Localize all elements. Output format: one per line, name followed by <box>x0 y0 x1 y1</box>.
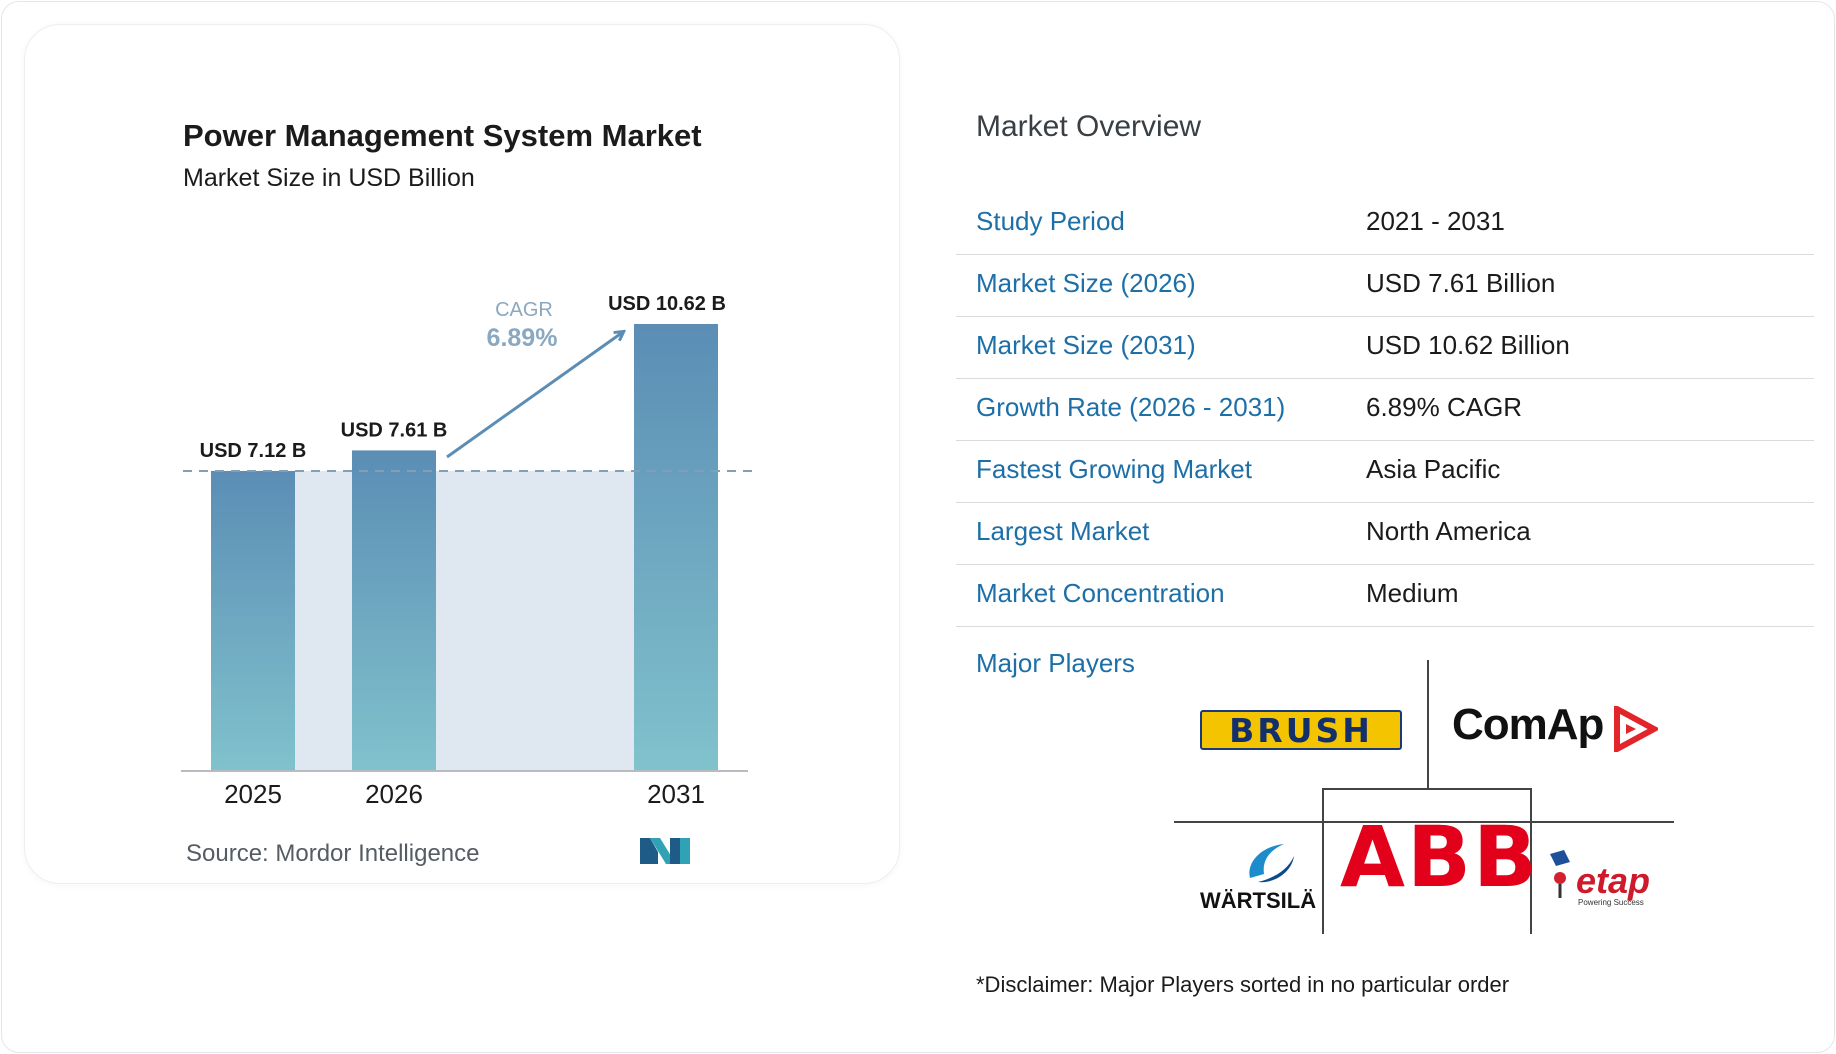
logo-divider <box>1530 788 1532 934</box>
cagr-arrow <box>446 332 623 459</box>
etap-logo: etap <box>1576 860 1651 901</box>
x-tick-label-2026: 2026 <box>365 779 423 809</box>
overview-row-value: 6.89% CAGR <box>1366 392 1523 422</box>
disclaimer: *Disclaimer: Major Players sorted in no … <box>976 972 1510 997</box>
overview-title: Market Overview <box>976 110 1202 143</box>
wartsila-swoosh-icon <box>1249 844 1294 883</box>
overview-row-label: Market Concentration <box>976 578 1225 608</box>
overview-row: Study Period 2021 - 2031 <box>956 192 1814 255</box>
overview-row-value: Medium <box>1366 578 1459 608</box>
overview-row: Market Size (2031) USD 10.62 Billion <box>956 316 1814 379</box>
data-label-2026: USD 7.61 B <box>341 419 448 441</box>
overview-row: Fastest Growing Market Asia Pacific <box>956 440 1814 503</box>
bar-2026 <box>352 450 436 770</box>
data-label-2025: USD 7.12 B <box>200 440 307 462</box>
chart-title: Power Management System Market <box>183 118 702 153</box>
overview-row: Market Size (2026) USD 7.61 Billion <box>956 254 1814 317</box>
bar-chart: USD 7.12 B 2025 USD 7.61 B 2026 USD 10.62 B 2… <box>181 293 752 864</box>
x-tick-label-2025: 2025 <box>224 779 282 809</box>
overview-row-label: Fastest Growing Market <box>976 454 1252 484</box>
brush-logo: BRUSH <box>1200 710 1402 750</box>
logo-divider <box>1322 788 1532 790</box>
overview-row: Largest Market North America <box>956 502 1814 565</box>
cagr-value: 6.89% <box>487 324 558 352</box>
reference-band <box>211 470 718 770</box>
comap-play-icon <box>1614 706 1658 752</box>
overview-row-label: Market Size (2031) <box>976 330 1196 360</box>
overview-row-value: USD 10.62 Billion <box>1366 330 1570 360</box>
bar-2031 <box>634 324 718 770</box>
logo-divider <box>1174 821 1674 823</box>
bar-2025 <box>211 470 295 770</box>
mordor-logo <box>640 838 690 864</box>
overview-row: Market Concentration Medium <box>956 564 1814 627</box>
overview-row-label: Growth Rate (2026 - 2031) <box>976 392 1286 422</box>
cagr-label: CAGR <box>495 299 553 321</box>
etap-figure-icon <box>1550 850 1570 898</box>
overview-row-value: Asia Pacific <box>1366 454 1501 484</box>
source-note: Source: Mordor Intelligence <box>186 840 480 867</box>
data-label-2031: USD 10.62 B <box>608 293 726 315</box>
overview-row-value: North America <box>1366 516 1531 546</box>
overview-row-label: Study Period <box>976 206 1125 236</box>
wartsila-logo: WÄRTSILÄ <box>1200 888 1317 913</box>
comap-logo: ComAp <box>1452 700 1604 749</box>
overview-row-value: 2021 - 2031 <box>1366 206 1505 236</box>
brush-logo-text: BRUSH <box>1229 711 1373 750</box>
etap-tagline: Powering Success <box>1578 898 1644 907</box>
overview-row-label: Market Size (2026) <box>976 268 1196 298</box>
overview-row-label: Largest Market <box>976 516 1150 546</box>
overview-row: Growth Rate (2026 - 2031) 6.89% CAGR <box>956 378 1814 441</box>
logo-divider <box>1427 660 1429 788</box>
logo-divider <box>1322 788 1324 934</box>
major-players-label: Major Players <box>976 648 1135 678</box>
overview-row-value: USD 7.61 Billion <box>1366 268 1556 298</box>
chart-subtitle: Market Size in USD Billion <box>183 164 475 192</box>
x-tick-label-2031: 2031 <box>647 779 705 809</box>
abb-logo: ABB <box>1340 808 1540 906</box>
